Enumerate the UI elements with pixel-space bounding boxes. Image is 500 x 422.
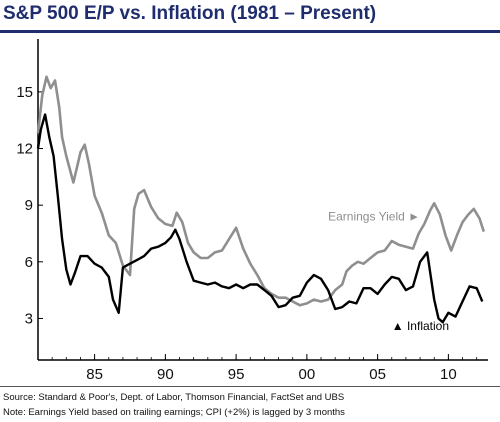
title-rule [0,30,500,33]
earnings-yield-label: Earnings Yield ► [328,209,420,223]
method-note: Note: Earnings Yield based on trailing e… [3,407,345,418]
series-line-earnings-yield [36,75,486,307]
x-tick-label: 00 [299,366,316,383]
chart-title: S&P 500 E/P vs. Inflation (1981 – Presen… [3,3,377,24]
title-bar: S&P 500 E/P vs. Inflation (1981 – Presen… [0,0,500,31]
y-axis: 3 6 9 12 15 [16,84,43,327]
footnotes: Source: Standard & Poor's, Dept. of Labo… [0,386,500,420]
y-tick-label: 15 [16,84,33,101]
y-tick-label: 12 [16,141,33,158]
inflation-label: ▲ Inflation [392,319,449,333]
x-tick-label: 85 [86,366,103,383]
y-tick-label: 3 [25,310,33,327]
x-tick-label: 95 [228,366,245,383]
annotation-layer: Earnings Yield ► ▲ Inflation [328,209,449,333]
source-note: Source: Standard & Poor's, Dept. of Labo… [3,392,345,403]
x-tick-label: 05 [369,366,386,383]
series-layer [36,75,486,324]
plot-frame [37,39,488,361]
x-tick-label: 10 [440,366,457,383]
y-tick-label: 9 [25,197,33,214]
line-chart: 3 6 9 12 15 85 90 95 00 05 10 Earnings Yield ► ▲ I… [16,39,488,383]
x-axis: 85 90 95 00 05 10 [37,354,478,383]
x-tick-label: 90 [157,366,174,383]
series-line-inflation [36,113,484,324]
y-tick-label: 6 [25,254,33,271]
